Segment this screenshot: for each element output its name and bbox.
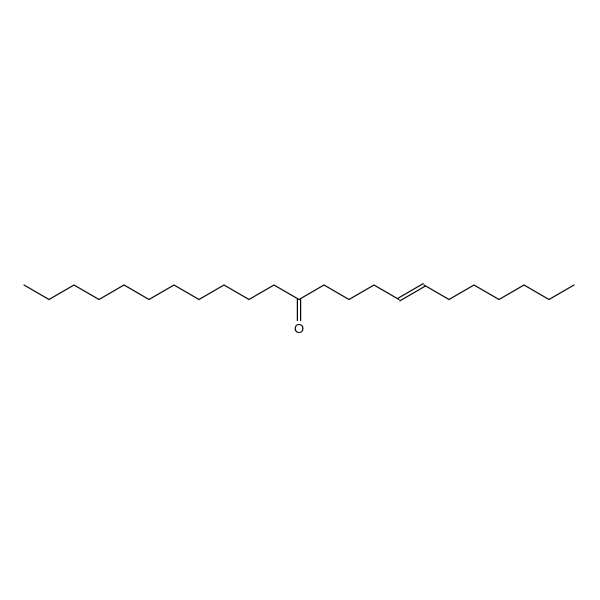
bond-line (349, 285, 374, 300)
bond-line (224, 285, 249, 300)
molecule-canvas: O (0, 0, 600, 600)
bond-line (74, 285, 99, 300)
bond-line (249, 285, 274, 300)
bond-line (449, 285, 474, 300)
bond-line (324, 285, 349, 300)
bond-line (124, 285, 149, 300)
bond-line (274, 285, 299, 300)
bond-line (524, 285, 549, 300)
bond-line (24, 285, 49, 300)
atom-label: O (294, 321, 304, 336)
bond-line (99, 285, 124, 300)
bond-line (174, 285, 199, 300)
bond-line (199, 285, 224, 300)
bond-line (499, 285, 524, 300)
bond-line (374, 285, 399, 300)
bond-line (49, 285, 74, 300)
bond-line (400, 286, 425, 301)
bond-line (424, 285, 449, 300)
bond-line (549, 285, 574, 300)
bond-line (299, 285, 324, 300)
bond-line (398, 284, 423, 299)
bond-line (149, 285, 174, 300)
bond-line (474, 285, 499, 300)
